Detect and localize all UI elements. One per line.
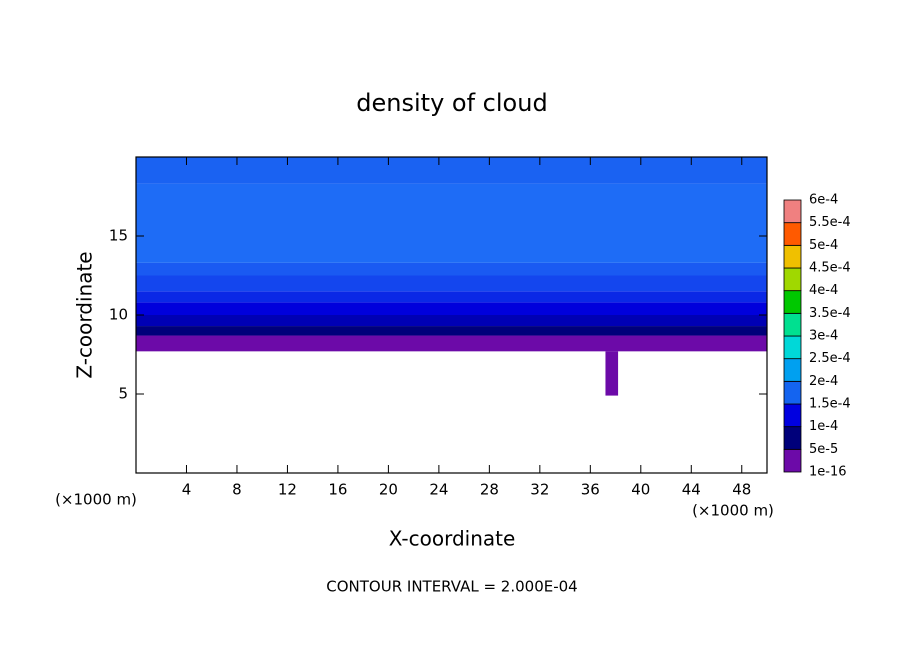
colorbar-box bbox=[783, 335, 802, 360]
colorbar-label: 2.5e-4 bbox=[809, 351, 851, 366]
colorbar-label: 4.5e-4 bbox=[809, 261, 851, 276]
contour-band bbox=[136, 291, 767, 303]
colorbar-box bbox=[783, 290, 802, 314]
unit-label: (×1000 m) bbox=[55, 491, 137, 509]
contour-band bbox=[136, 315, 767, 327]
x-axis-label: X-coordinate bbox=[389, 527, 516, 551]
chart-title: density of cloud bbox=[356, 89, 547, 117]
x-tick-label: 12 bbox=[278, 481, 297, 499]
x-tick-label: 8 bbox=[232, 481, 242, 499]
contour-band bbox=[136, 275, 767, 292]
colorbar-label: 5.5e-4 bbox=[809, 215, 851, 230]
colorbar-box bbox=[783, 312, 802, 337]
x-tick-label: 28 bbox=[480, 481, 499, 499]
colorbar-label: 1e-16 bbox=[809, 465, 847, 480]
colorbar-label: 1.5e-4 bbox=[809, 397, 851, 412]
contour-band bbox=[136, 183, 767, 263]
x-tick-label: 24 bbox=[429, 481, 448, 499]
contour-band bbox=[136, 302, 767, 315]
y-tick-label: 10 bbox=[109, 306, 128, 324]
contour-band bbox=[136, 157, 767, 184]
colorbar-label: 5e-4 bbox=[809, 238, 838, 253]
x-tick-label: 36 bbox=[581, 481, 600, 499]
x-tick-label: 32 bbox=[530, 481, 549, 499]
colorbar-label: 3.5e-4 bbox=[809, 306, 851, 321]
colorbar-label: 1e-4 bbox=[809, 419, 838, 434]
colorbar-label: 3e-4 bbox=[809, 329, 838, 344]
colorbar-box bbox=[783, 403, 802, 428]
contour-band bbox=[136, 326, 767, 336]
x-tick-label: 44 bbox=[682, 481, 701, 499]
colorbar-box bbox=[783, 222, 802, 246]
x-tick-label: 4 bbox=[182, 481, 192, 499]
footer-note: CONTOUR INTERVAL = 2.000E-04 bbox=[326, 578, 577, 596]
colorbar-box bbox=[783, 380, 802, 405]
x-tick-label: 16 bbox=[328, 481, 347, 499]
colorbar-box bbox=[783, 426, 802, 450]
colorbar-box bbox=[783, 267, 802, 292]
x-tick-label: 48 bbox=[732, 481, 751, 499]
colorbar-box bbox=[783, 358, 802, 382]
colorbar-label: 4e-4 bbox=[809, 283, 838, 298]
colorbar-box bbox=[783, 199, 802, 224]
colorbar-label: 2e-4 bbox=[809, 374, 838, 389]
contour-band bbox=[136, 262, 767, 276]
y-axis-label: Z-coordinate bbox=[73, 251, 97, 378]
colorbar-box bbox=[783, 448, 802, 473]
unit-label: (×1000 m) bbox=[692, 502, 774, 520]
colorbar-label: 6e-4 bbox=[809, 193, 838, 208]
contour-band bbox=[605, 351, 619, 396]
y-tick-label: 15 bbox=[109, 227, 128, 245]
x-tick-label: 40 bbox=[631, 481, 650, 499]
y-tick-label: 5 bbox=[118, 385, 128, 403]
colorbar-label: 5e-5 bbox=[809, 442, 838, 457]
colorbar-box bbox=[783, 244, 802, 269]
x-tick-label: 20 bbox=[379, 481, 398, 499]
contour-band bbox=[136, 335, 767, 352]
